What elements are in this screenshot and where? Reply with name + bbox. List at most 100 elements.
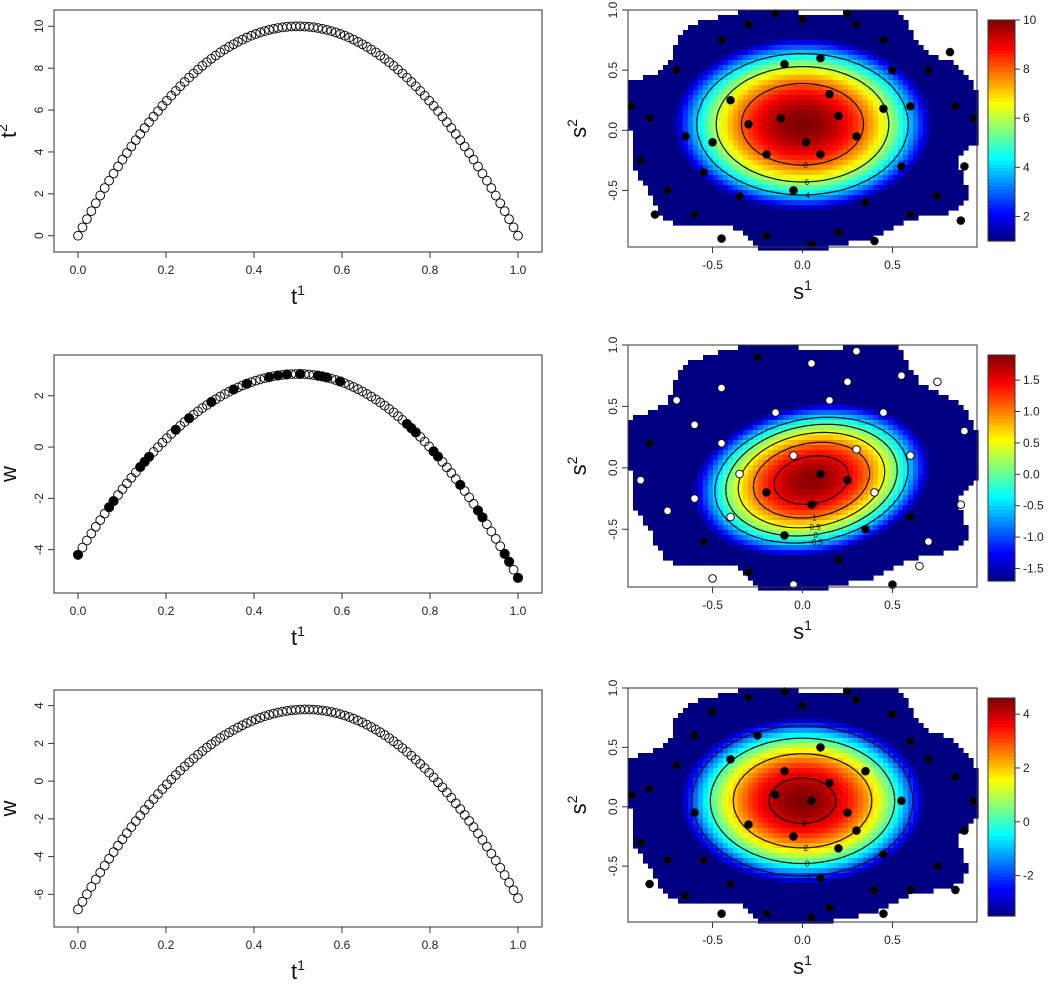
heat-cell	[913, 155, 919, 161]
heat-cell	[718, 205, 724, 211]
heat-cell	[698, 80, 704, 86]
heat-cell	[638, 455, 644, 461]
heat-cell	[738, 395, 744, 401]
heat-cell	[808, 395, 814, 401]
heat-cell	[918, 150, 924, 156]
heat-cell	[788, 175, 794, 181]
heat-cell	[758, 25, 764, 31]
heat-cell	[763, 550, 769, 556]
heat-cell	[958, 140, 964, 146]
heat-cell	[858, 140, 864, 146]
heat-cell	[708, 145, 714, 151]
heat-cell	[788, 475, 794, 481]
heat-cell	[798, 440, 804, 446]
heat-cell	[878, 25, 884, 31]
filled-point	[834, 111, 843, 121]
heat-cell	[838, 385, 844, 391]
heat-cell	[883, 145, 889, 151]
heat-cell	[753, 75, 759, 81]
heat-cell	[768, 380, 774, 386]
heat-cell	[848, 115, 854, 121]
heat-cell	[898, 175, 904, 181]
heat-cell	[813, 545, 819, 551]
heat-cell	[748, 475, 754, 481]
heat-cell	[773, 70, 779, 76]
heat-cell	[653, 200, 659, 206]
heat-cell	[838, 120, 844, 126]
heat-cell	[903, 185, 909, 191]
heat-cell	[663, 520, 669, 526]
heat-cell	[783, 440, 789, 446]
heat-cell	[853, 120, 859, 126]
heat-cell	[733, 215, 739, 221]
heat-cell	[923, 190, 929, 196]
heat-cell	[908, 60, 914, 66]
x-tick-label: 0.6	[334, 604, 351, 618]
heat-cell	[758, 535, 764, 541]
heat-cell	[713, 555, 719, 561]
heat-cell	[803, 450, 809, 456]
heat-cell	[678, 500, 684, 506]
heat-cell	[673, 55, 679, 61]
heat-cell	[903, 25, 909, 31]
heat-cell	[848, 565, 854, 571]
heat-cell	[783, 475, 789, 481]
heat-cell	[688, 535, 694, 541]
heat-cell	[733, 145, 739, 151]
heat-cell	[958, 75, 964, 81]
heat-cell	[788, 465, 794, 471]
heat-cell	[678, 165, 684, 171]
heat-cell	[763, 515, 769, 521]
heat-cell	[808, 220, 814, 226]
heat-cell	[948, 65, 954, 71]
heat-cell	[728, 475, 734, 481]
heat-cell	[823, 370, 829, 376]
heat-cell	[843, 55, 849, 61]
heat-cell	[738, 345, 744, 351]
heat-cell	[713, 430, 719, 436]
heat-cell	[778, 185, 784, 191]
heat-cell	[763, 185, 769, 191]
heat-cell	[758, 360, 764, 366]
heat-cell	[758, 120, 764, 126]
heat-cell	[803, 575, 809, 581]
heat-cell	[718, 450, 724, 456]
heat-cell	[848, 520, 854, 526]
heat-cell	[788, 345, 794, 351]
heat-cell	[943, 80, 949, 86]
heat-cell	[668, 490, 674, 496]
heat-cell	[848, 135, 854, 141]
colorbar-band	[988, 82, 1015, 87]
heat-cell	[778, 400, 784, 406]
heat-cell	[763, 45, 769, 51]
heat-cell	[718, 495, 724, 501]
heat-cell	[718, 45, 724, 51]
heat-cell	[753, 135, 759, 141]
heat-cell	[683, 65, 689, 71]
heat-cell	[828, 435, 834, 441]
heat-cell	[688, 395, 694, 401]
heat-cell	[873, 105, 879, 111]
heat-cell	[763, 540, 769, 546]
heat-cell	[913, 175, 919, 181]
heat-cell	[828, 25, 834, 31]
heat-cell	[768, 545, 774, 551]
heat-cell	[733, 120, 739, 126]
heat-cell	[668, 110, 674, 116]
heat-cell	[958, 185, 964, 191]
heat-cell	[698, 185, 704, 191]
heat-cell	[758, 75, 764, 81]
heat-cell	[928, 170, 934, 176]
heat-cell	[848, 235, 854, 241]
heat-cell	[673, 80, 679, 86]
heat-cell	[753, 405, 759, 411]
filled-point	[499, 548, 510, 560]
heat-cell	[688, 390, 694, 396]
heat-cell	[793, 30, 799, 36]
heat-cell	[683, 215, 689, 221]
heat-cell	[738, 165, 744, 171]
heat-cell	[853, 475, 859, 481]
heat-cell	[788, 20, 794, 26]
heat-cell	[888, 10, 894, 16]
heat-cell	[708, 430, 714, 436]
